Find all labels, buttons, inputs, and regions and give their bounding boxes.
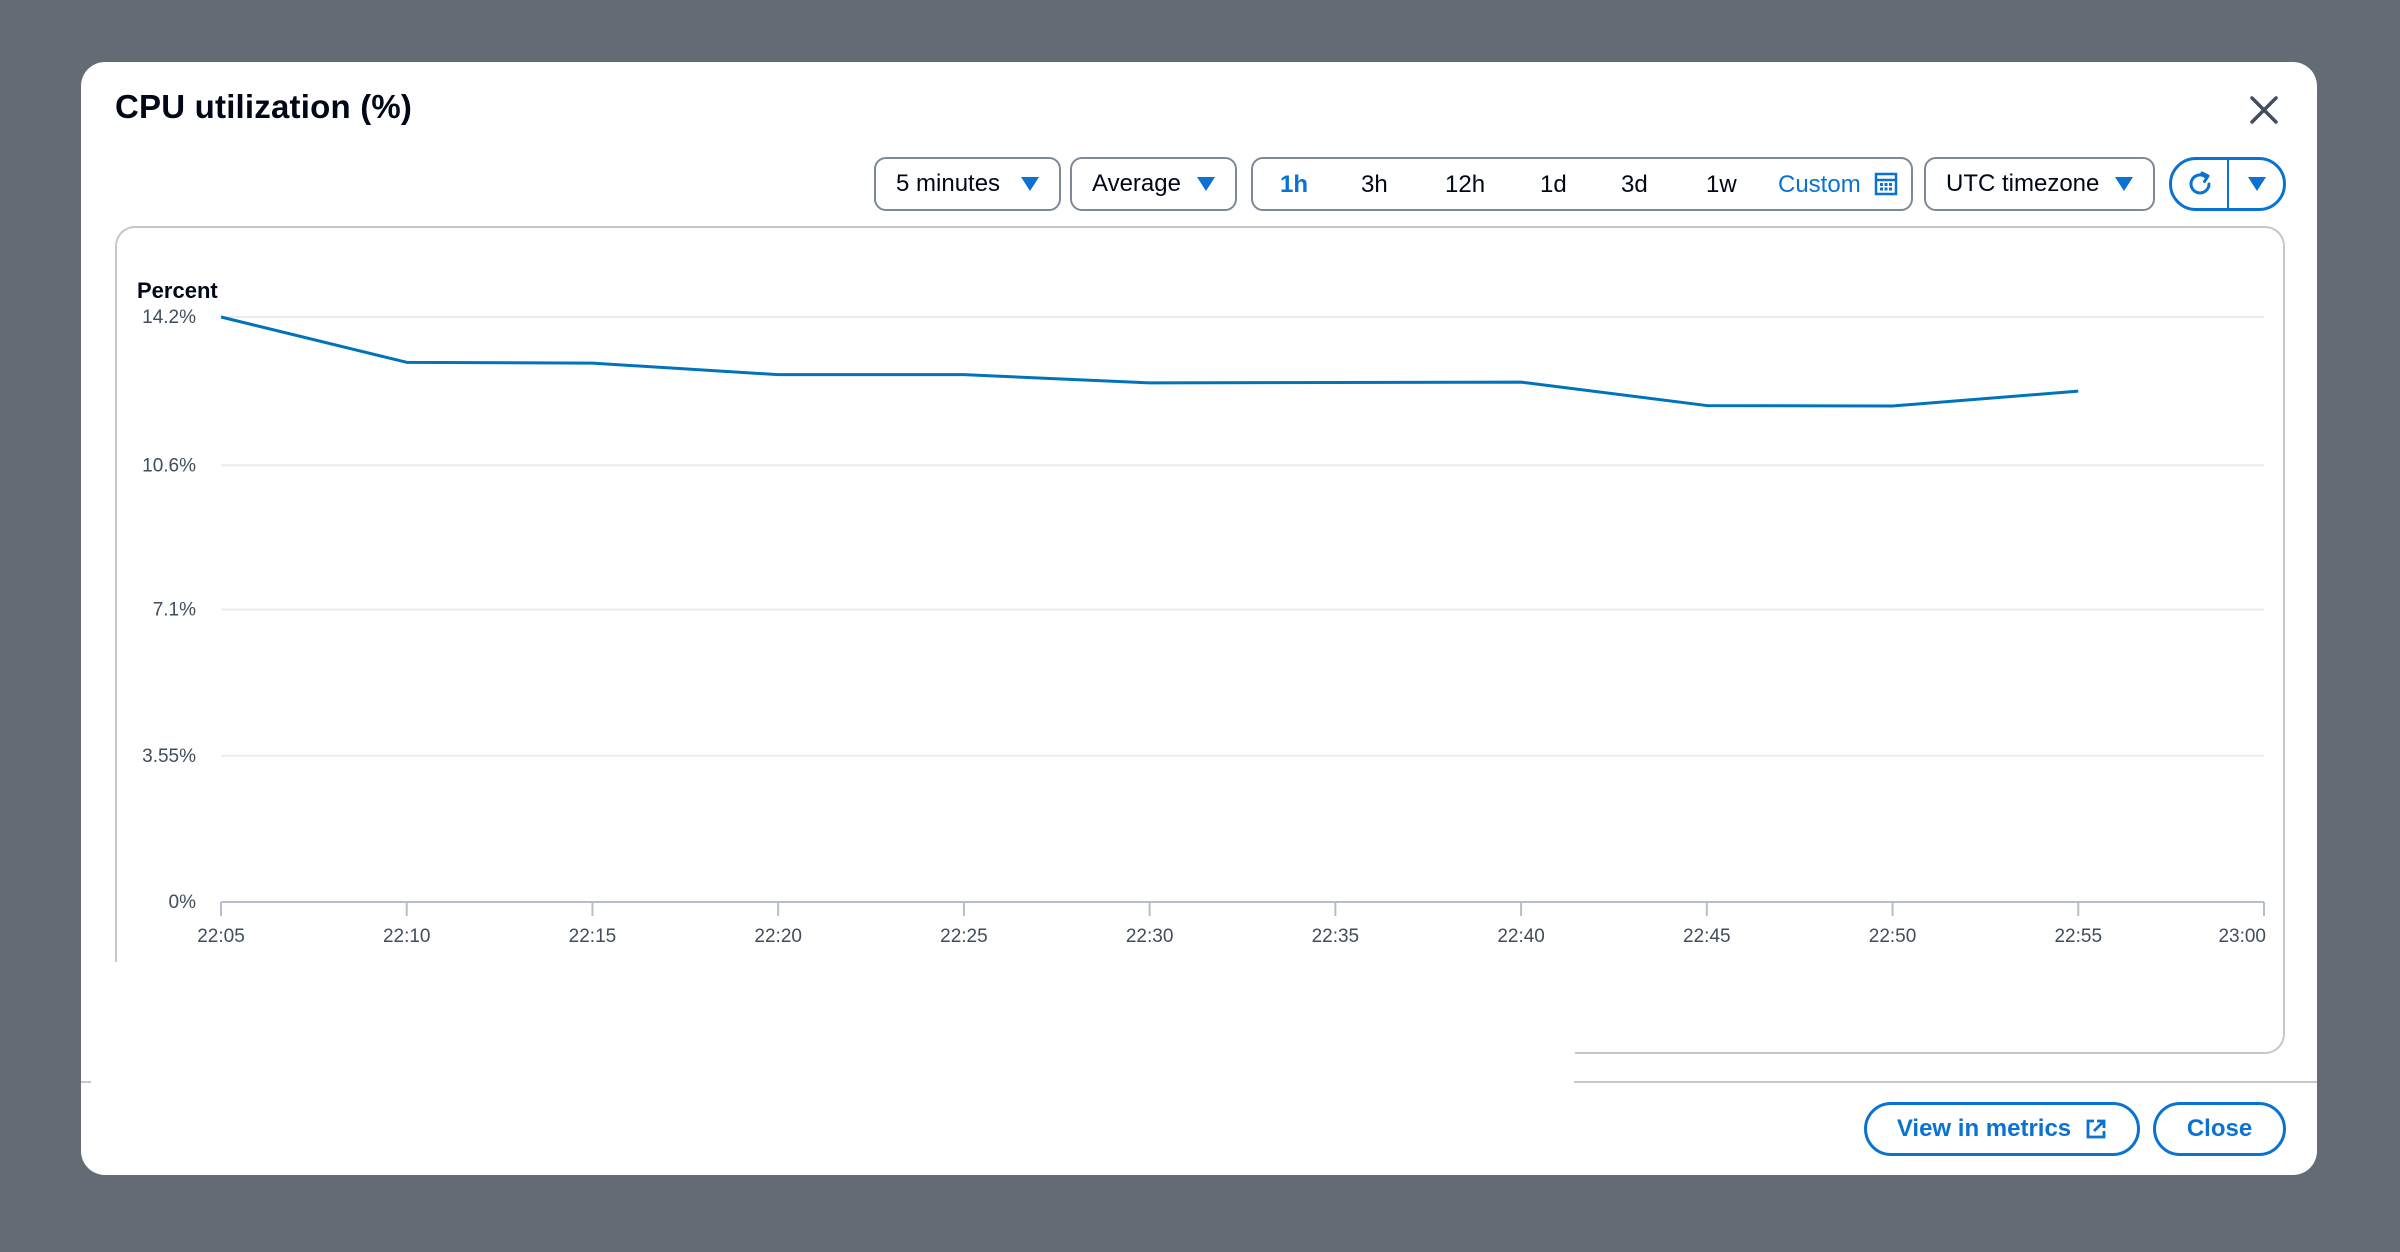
x-tick-label: 22:20: [754, 926, 802, 947]
range-option-1w[interactable]: 1w: [1706, 171, 1737, 198]
refresh-button[interactable]: [2172, 160, 2229, 208]
y-axis-title: Percent: [137, 278, 218, 303]
y-tick-label: 0%: [169, 892, 197, 913]
y-tick-label: 10.6%: [142, 455, 196, 476]
x-tick-label: 22:15: [569, 926, 617, 947]
caret-down-icon: [2248, 177, 2266, 191]
cpu-utilization-chart: Percent 14.2% 10.6% 7.1% 3.55% 0%22:05 22:10 22…: [137, 278, 2266, 947]
statistic-select-value: Average: [1092, 170, 1181, 197]
close-icon[interactable]: [2242, 88, 2286, 132]
y-tick-label: 3.55%: [142, 746, 196, 767]
range-option-1d[interactable]: 1d: [1540, 171, 1567, 198]
view-in-metrics-label: View in metrics: [1896, 1115, 2072, 1142]
range-option-3h[interactable]: 3h: [1361, 171, 1388, 198]
modal-dialog: CPU utilization (%) 5 minutes Average 1h…: [81, 62, 2317, 1175]
y-tick-label: 7.1%: [153, 600, 196, 621]
x-tick-label: 22:55: [2054, 926, 2102, 947]
statistic-select[interactable]: Average: [1070, 157, 1237, 211]
x-tick-label: 22:30: [1126, 926, 1174, 947]
range-option-12h[interactable]: 12h: [1445, 171, 1486, 198]
time-range-selector: 1h 3h 12h 1d 3d 1w Custom: [1251, 157, 1913, 211]
period-select-value: 5 minutes: [896, 170, 1001, 197]
refresh-options-dropdown[interactable]: [2229, 160, 2283, 208]
y-tick-label: 14.2%: [142, 307, 196, 328]
x-tick-label: 22:40: [1497, 926, 1545, 947]
caret-down-icon: [2115, 177, 2133, 191]
cpu-series-line: [220, 315, 2079, 408]
x-tick-label: 22:50: [1869, 926, 1917, 947]
x-tick-label: 22:10: [383, 926, 431, 947]
refresh-button-group: [2169, 157, 2286, 211]
caret-down-icon: [1021, 177, 1039, 191]
caret-down-icon: [1197, 177, 1215, 191]
external-link-icon: [2086, 1119, 2106, 1139]
range-option-3d[interactable]: 3d: [1621, 171, 1648, 198]
x-tick-label: 22:25: [940, 926, 988, 947]
close-button[interactable]: Close: [2153, 1102, 2286, 1156]
calendar-icon[interactable]: [1874, 172, 1898, 196]
x-tick-label: 22:45: [1683, 926, 1731, 947]
footer-divider: [1574, 1081, 2317, 1083]
timezone-select-value: UTC timezone: [1946, 170, 2100, 197]
view-in-metrics-button[interactable]: View in metrics: [1864, 1102, 2140, 1156]
range-option-1h[interactable]: 1h: [1280, 171, 1309, 198]
refresh-icon: [2189, 171, 2210, 195]
modal-title: CPU utilization (%): [115, 88, 413, 125]
footer-divider: [81, 1081, 91, 1083]
chart-container: Percent 14.2% 10.6% 7.1% 3.55% 0% 22:05 22:10 22…: [115, 226, 2285, 1054]
timezone-select[interactable]: UTC timezone: [1924, 157, 2155, 211]
chart-overlay-mask: [81, 962, 1575, 1062]
range-option-custom[interactable]: Custom: [1778, 171, 1861, 198]
x-tick-label: 22:05: [197, 926, 245, 947]
x-tick-label: 22:35: [1312, 926, 1360, 947]
period-select[interactable]: 5 minutes: [874, 157, 1061, 211]
x-tick-label: 23:00: [2218, 926, 2266, 947]
